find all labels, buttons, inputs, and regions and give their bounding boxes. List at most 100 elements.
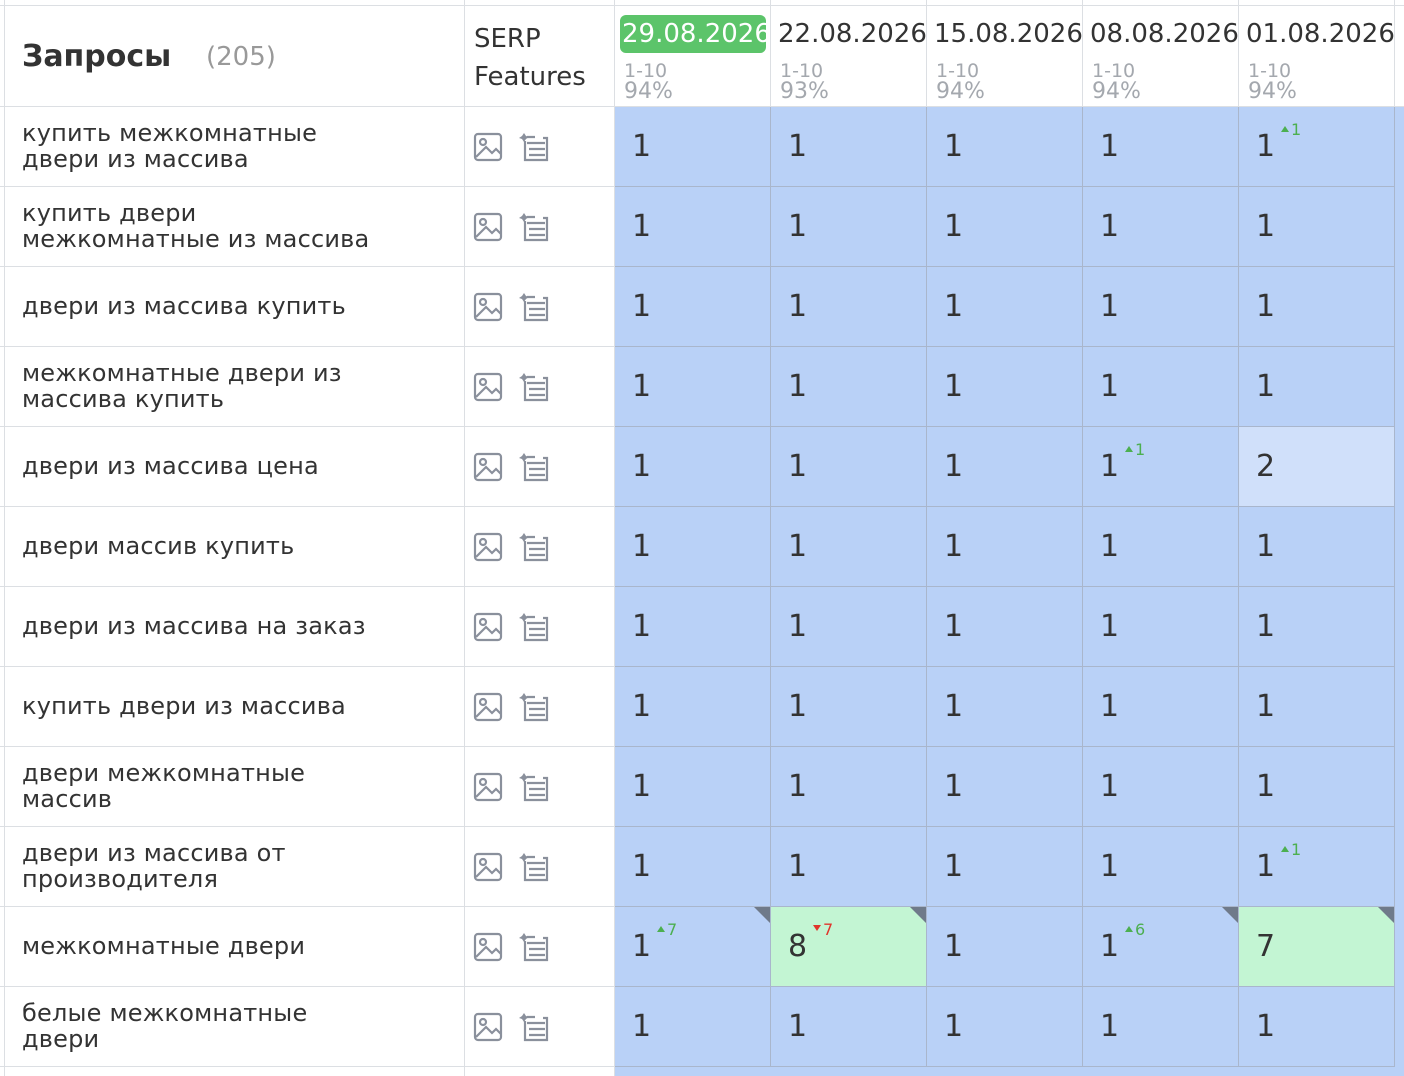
rank-cell: 1 xyxy=(771,107,927,187)
border xyxy=(0,746,615,747)
border xyxy=(1238,0,1239,107)
serp-icons xyxy=(472,129,562,165)
range-label: 1-10 xyxy=(780,60,824,82)
query-text: двери из массива цена xyxy=(22,452,319,480)
position: 2 xyxy=(1256,449,1276,484)
position: 1 xyxy=(788,369,808,404)
rank-cell: 1 xyxy=(1239,667,1395,747)
border xyxy=(0,266,615,267)
cell-marker xyxy=(910,907,926,923)
position: 1 xyxy=(944,929,964,964)
position: 1 xyxy=(944,609,964,644)
query-text: купить двери из массива xyxy=(22,692,346,720)
rank-cell: 1 xyxy=(615,587,771,667)
position: 1 xyxy=(1256,849,1276,884)
position: 1 xyxy=(944,289,964,324)
rank-cell: 1 xyxy=(771,827,927,907)
position: 1 xyxy=(632,609,652,644)
position: 1 xyxy=(1100,289,1120,324)
border xyxy=(614,0,615,1076)
query-text: двери из массива на заказ xyxy=(22,612,366,640)
position-change: 6 xyxy=(1125,921,1145,939)
position: 1 xyxy=(788,689,808,724)
rank-cell: 1 xyxy=(927,187,1083,267)
position: 1 xyxy=(1256,529,1276,564)
query-text: двери из массива купить xyxy=(22,292,346,320)
query-text: двери массив купить xyxy=(22,532,295,560)
serp-icons xyxy=(472,209,562,245)
border xyxy=(464,0,465,1076)
position: 1 xyxy=(632,369,652,404)
rank-cell: 1 xyxy=(927,667,1083,747)
change-arrow xyxy=(1281,846,1289,852)
border xyxy=(0,106,1404,107)
serp-icons xyxy=(472,1009,562,1045)
rank-cell: 1 xyxy=(771,427,927,507)
position: 1 xyxy=(632,209,652,244)
border xyxy=(0,986,615,987)
date-header: 01.08.2026 xyxy=(1246,19,1395,49)
position: 1 xyxy=(1100,849,1120,884)
position: 1 xyxy=(1256,289,1276,324)
rank-cell: 1 xyxy=(1239,187,1395,267)
range-label: 1-10 xyxy=(1092,60,1136,82)
query-text: межкомнатные двери из xyxy=(22,359,342,387)
position: 1 xyxy=(632,529,652,564)
rank-cell: 1 xyxy=(771,267,927,347)
position: 1 xyxy=(944,449,964,484)
change-arrow xyxy=(1125,446,1133,452)
rank-cell: 1 xyxy=(1083,347,1239,427)
serp-icons xyxy=(472,609,562,645)
change-arrow xyxy=(1125,926,1133,932)
column-title: Запросы xyxy=(22,39,172,74)
rank-cell: 1 xyxy=(927,507,1083,587)
position: 1 xyxy=(1100,769,1120,804)
partial-column xyxy=(1395,107,1404,1076)
serp-icons xyxy=(472,449,562,485)
position: 1 xyxy=(944,849,964,884)
position: 1 xyxy=(788,449,808,484)
serp-icons xyxy=(472,929,562,965)
position: 1 xyxy=(1256,209,1276,244)
share-label: 94% xyxy=(1248,79,1297,104)
position: 1 xyxy=(788,129,808,164)
border xyxy=(1082,0,1083,107)
rank-cell: 1 xyxy=(1239,267,1395,347)
rank-cell: 7 xyxy=(1239,907,1395,987)
rank-cell: 1 xyxy=(615,667,771,747)
rank-cell: 1 xyxy=(615,347,771,427)
rank-cell: 1 xyxy=(1083,267,1239,347)
border xyxy=(0,906,615,907)
query-text: двери межкомнатные xyxy=(22,759,306,787)
position: 1 xyxy=(632,929,652,964)
date-header: 29.08.2026 xyxy=(622,19,771,49)
position-change: 7 xyxy=(657,921,677,939)
border xyxy=(0,346,615,347)
serp-icons xyxy=(472,289,562,325)
rank-cell: 1 xyxy=(771,587,927,667)
position: 1 xyxy=(1100,609,1120,644)
position: 1 xyxy=(1100,129,1120,164)
border xyxy=(0,426,615,427)
rank-cell: 1 xyxy=(1239,507,1395,587)
position: 1 xyxy=(632,129,652,164)
position: 1 xyxy=(944,209,964,244)
change-value: 7 xyxy=(667,920,678,939)
query-text: массив xyxy=(22,785,113,813)
rank-cell: 1 xyxy=(927,267,1083,347)
partial-row xyxy=(615,1067,1395,1076)
query-text: купить двери xyxy=(22,199,197,227)
serp-header: SERP Features xyxy=(474,24,586,92)
rank-cell: 1 xyxy=(927,827,1083,907)
border xyxy=(0,5,1404,6)
date-header: 15.08.2026 xyxy=(934,19,1083,49)
position: 1 xyxy=(1256,769,1276,804)
rank-cell: 1 xyxy=(1239,987,1395,1067)
position: 1 xyxy=(788,769,808,804)
border xyxy=(926,0,927,107)
position: 1 xyxy=(788,849,808,884)
position: 1 xyxy=(944,129,964,164)
